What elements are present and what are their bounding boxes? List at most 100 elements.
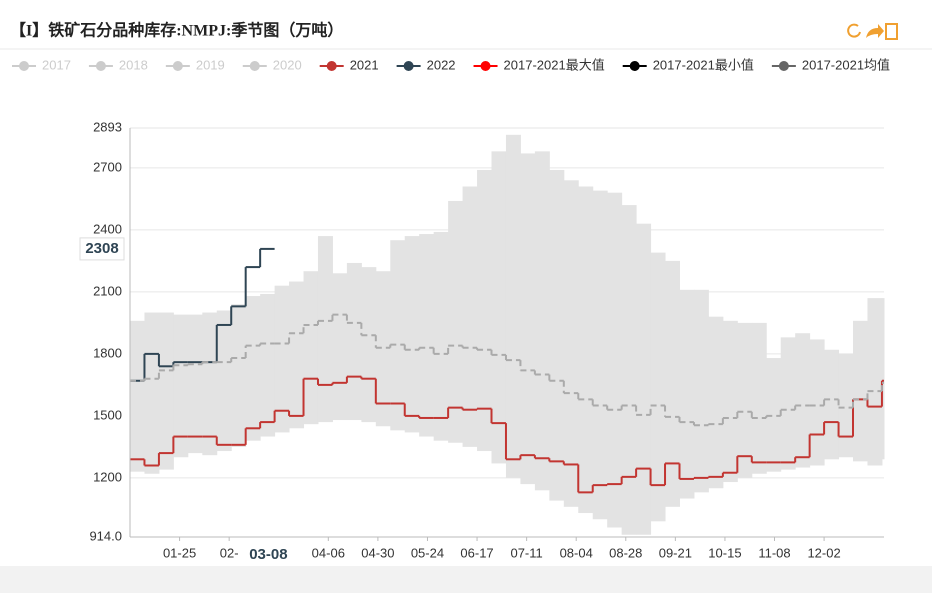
legend-item[interactable]: 2020	[242, 57, 302, 72]
legend-item[interactable]: 2018	[88, 57, 148, 72]
legend-marker	[19, 61, 29, 71]
range-band	[853, 320, 868, 462]
share-icon[interactable]	[866, 24, 884, 38]
legend-label: 2018	[119, 57, 148, 72]
legend-item[interactable]: 2021	[319, 57, 379, 72]
range-band	[303, 271, 319, 425]
legend-marker	[480, 61, 491, 71]
range-band	[795, 333, 811, 468]
range-band	[665, 260, 680, 507]
y-tick-label: 914.0	[89, 528, 122, 543]
legend-marker	[172, 61, 183, 71]
legend-label: 2019	[196, 57, 225, 72]
legend-item[interactable]: 2022	[396, 57, 456, 72]
footer-strip	[0, 566, 932, 593]
range-band	[824, 349, 840, 460]
range-band	[578, 186, 594, 514]
legend-marker	[629, 61, 640, 71]
x-tick-label: 07-11	[510, 545, 542, 560]
range-band	[231, 304, 247, 447]
range-band	[462, 186, 478, 447]
range-band	[158, 312, 174, 470]
series-line	[130, 313, 884, 427]
legend-item[interactable]: 2017	[12, 57, 71, 72]
range-band	[679, 289, 695, 499]
legend-label: 2021	[350, 57, 379, 72]
range-band	[708, 316, 724, 489]
range-band	[693, 289, 709, 493]
legend-item[interactable]: 2017-2021最大值	[473, 57, 605, 72]
y-tick-label: 2893	[93, 119, 122, 134]
crosshair-x-label: 03-08	[249, 546, 287, 563]
legend-item[interactable]: 2017-2021最小值	[622, 57, 754, 72]
range-band	[130, 320, 145, 472]
range-band	[491, 151, 507, 464]
x-tick-label: 04-30	[361, 545, 394, 560]
crosshair-y-label: 2308	[85, 240, 118, 257]
range-band	[144, 312, 160, 474]
range-band	[404, 236, 420, 433]
range-band	[477, 169, 493, 452]
image-icon[interactable]	[885, 23, 898, 40]
range-band	[289, 281, 305, 429]
range-band	[607, 192, 623, 528]
crosshair-x-box	[242, 543, 295, 565]
range-band	[621, 205, 637, 535]
crosshair-y-box	[79, 237, 125, 261]
range-band	[780, 337, 796, 470]
range-band	[419, 234, 435, 437]
x-tick-label: 06-17	[460, 545, 493, 560]
y-tick-label: 2700	[93, 159, 122, 174]
plot-area	[130, 127, 885, 538]
range-band	[274, 285, 290, 433]
series-line	[130, 375, 884, 494]
y-tick-label: 2400	[93, 221, 122, 236]
x-tick-label: 02-	[220, 545, 239, 560]
legend-marker	[326, 61, 337, 71]
x-tick-label: 09-21	[659, 545, 692, 560]
x-tick-label: 10-15	[708, 545, 741, 560]
legend-label: 2020	[273, 57, 302, 72]
x-tick-label: 05-24	[411, 545, 444, 560]
range-band	[520, 153, 536, 485]
legend-item[interactable]: 2019	[165, 57, 225, 72]
legend-label: 2017	[42, 57, 71, 72]
legend-label: 2022	[427, 57, 456, 72]
y-tick-label: 1800	[93, 345, 122, 360]
legend-marker	[249, 61, 260, 71]
range-band	[245, 296, 261, 441]
range-band	[549, 169, 565, 501]
range-band	[346, 262, 362, 421]
x-tick-label: 08-28	[609, 545, 642, 560]
range-band	[867, 298, 883, 466]
range-band	[202, 312, 218, 456]
x-tick-label: 11-08	[758, 545, 790, 560]
range-band	[563, 180, 579, 507]
chart-title: 【I】铁矿石分品种库存:NMPJ:季节图（万吨）	[10, 21, 343, 40]
x-tick-label: 12-02	[807, 545, 840, 560]
refresh-icon[interactable]	[847, 23, 861, 38]
x-tick-label: 04-06	[312, 545, 345, 560]
range-band	[636, 223, 652, 535]
legend-marker	[403, 61, 414, 71]
legend-label: 2017-2021均值	[802, 57, 890, 72]
legend-marker	[778, 61, 789, 71]
x-tick-label: 08-04	[560, 545, 593, 560]
legend-item[interactable]: 2017-2021均值	[771, 57, 890, 72]
range-band	[534, 151, 550, 491]
range-band	[766, 358, 782, 472]
y-tick-label: 2100	[93, 283, 122, 298]
toolbar[interactable]	[847, 23, 898, 40]
range-band	[361, 267, 377, 423]
range-band	[505, 134, 521, 478]
range-band	[216, 310, 232, 452]
range-band	[187, 314, 203, 454]
range-band	[173, 314, 189, 458]
legend-marker	[95, 61, 106, 71]
range-band	[375, 271, 391, 427]
range-band	[317, 236, 333, 423]
range-band	[838, 353, 854, 458]
range-band	[592, 190, 608, 520]
range-band	[722, 320, 738, 483]
